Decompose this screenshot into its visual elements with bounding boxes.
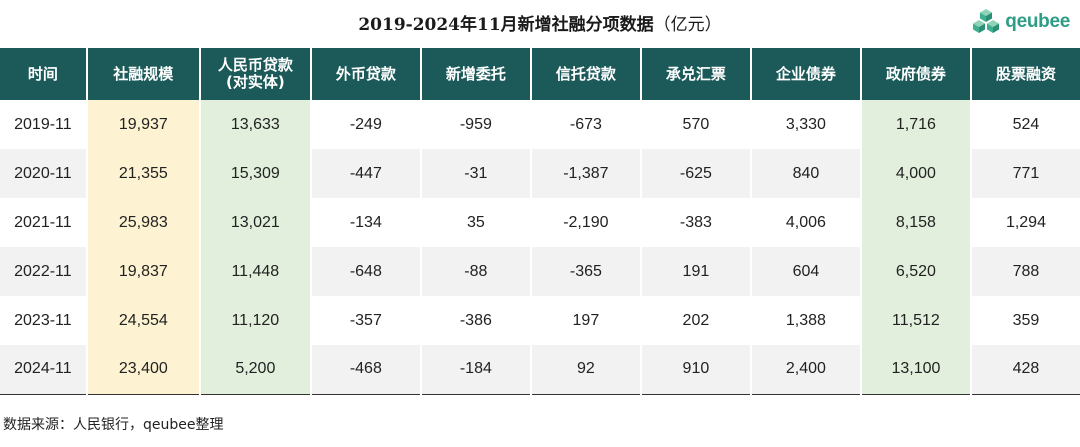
table-cell: 359: [1012, 311, 1040, 329]
table-body: 2019-11 19,937 13,633 -249 -959 -673 570 3,330 1…: [0, 100, 1080, 395]
column-header: 新增委托: [420, 48, 532, 100]
column-header: 企业债券: [750, 48, 862, 100]
table-cell: 23,400: [86, 345, 201, 395]
table-cell: -249: [310, 100, 422, 149]
table-cell: 19,837: [86, 247, 201, 296]
table-cell: 15,309: [199, 149, 312, 198]
table-cell: 771: [970, 149, 1080, 198]
table-cell: 604: [750, 247, 862, 296]
table-cell: -365: [530, 247, 642, 296]
row-period-cell: 2019-11: [0, 100, 88, 149]
table-cell: -959: [420, 100, 532, 149]
row-period-cell: 2020-11: [0, 149, 88, 198]
table-cell: 35: [420, 198, 532, 247]
column-header: 时间: [0, 48, 88, 100]
table-cell: 92: [530, 345, 642, 395]
table-cell: 19,937: [86, 100, 201, 149]
table-row: 2020-11 21,355 15,309 -447 -31 -1,387 -625 840 4…: [0, 149, 1080, 198]
source-footnote: 数据来源：人民银行，qeubee整理: [3, 417, 224, 433]
row-period-cell: 2024-11: [0, 345, 88, 395]
table-cell: 13,100: [860, 345, 972, 395]
table-cell: 11,512: [860, 296, 972, 345]
table-cell: -88: [420, 247, 532, 296]
qeubee-cube-logo-icon: [973, 9, 1000, 33]
row-period-cell: 2022-11: [0, 247, 88, 296]
table-cell: 191: [640, 247, 752, 296]
table-cell: 570: [640, 100, 752, 149]
table-cell: 197: [530, 296, 642, 345]
column-header: 承兑汇票: [640, 48, 752, 100]
table-cell: -134: [310, 198, 422, 247]
table-cell: -1,387: [530, 149, 642, 198]
table-cell: -184: [420, 345, 532, 395]
table-row: 2022-11 19,837 11,448 -648 -88 -365 191 604 6,52…: [0, 247, 1080, 296]
row-period-cell: 2023-11: [0, 296, 88, 345]
table-cell: -468: [310, 345, 422, 395]
table-cell: 4,006: [750, 198, 862, 247]
table-cell: -386: [420, 296, 532, 345]
table-cell: 840: [750, 149, 862, 198]
column-header: 社融规模: [86, 48, 201, 100]
social-financing-table: 时间 社融规模 人民币贷款 (对实体) 外币贷款 新增委托 信托贷款 承兑汇票 企业债券 政府债券…: [0, 48, 1080, 395]
table-cell: -357: [310, 296, 422, 345]
table-cell: 8,158: [860, 198, 972, 247]
table-cell: 6,520: [860, 247, 972, 296]
row-period-cell: 2021-11: [0, 198, 88, 247]
table-cell: -2,190: [530, 198, 642, 247]
column-header: 外币贷款: [310, 48, 422, 100]
table-cell: 202: [640, 296, 752, 345]
column-header: 人民币贷款 (对实体): [199, 48, 312, 100]
table-cell: -31: [420, 149, 532, 198]
chart-title-unit: （亿元）: [653, 15, 722, 35]
table-cell: 13,021: [199, 198, 312, 247]
logo-text: qeubee: [1005, 11, 1070, 32]
table-cell: 21,355: [86, 149, 201, 198]
table-cell: 11,448: [199, 247, 312, 296]
column-header: 信托贷款: [530, 48, 642, 100]
table-cell: -673: [530, 100, 642, 149]
table-cell: 1,716: [860, 100, 972, 149]
table-row: 2021-11 25,983 13,021 -134 35 -2,190 -383 4,006…: [0, 198, 1080, 247]
table-cell: 25,983: [86, 198, 201, 247]
table-cell: 2,400: [750, 345, 862, 395]
table-row: 2023-11 24,554 11,120 -357 -386 197 202 1,388 11…: [0, 296, 1080, 345]
table-cell: 11,120: [199, 296, 312, 345]
table-cell: 1,294: [1005, 213, 1046, 231]
table-cell: 524: [1012, 115, 1040, 133]
table-cell: 788: [970, 247, 1080, 296]
table-cell: -447: [310, 149, 422, 198]
table-cell: 428: [970, 345, 1080, 395]
table-cell: 13,633: [199, 100, 312, 149]
column-header: 股票融资: [970, 48, 1080, 100]
chart-title: 2019-2024年11月新增社融分项数据（亿元）: [0, 10, 1080, 35]
qeubee-logo: qeubee: [972, 8, 1070, 36]
table-row: 2019-11 19,937 13,633 -249 -959 -673 570 3,330 1…: [0, 100, 1080, 149]
chart-title-text: 2019-2024年11月新增社融分项数据: [358, 15, 654, 35]
table-row: 2024-11 23,400 5,200 -468 -184 92 910 2,400 13,1…: [0, 345, 1080, 395]
table-cell: -383: [640, 198, 752, 247]
table-cell: 24,554: [86, 296, 201, 345]
table-cell: 3,330: [750, 100, 862, 149]
table-header-row: 时间 社融规模 人民币贷款 (对实体) 外币贷款 新增委托 信托贷款 承兑汇票 企业债券 政府债券…: [0, 48, 1080, 100]
table-cell: -648: [310, 247, 422, 296]
table-cell: 5,200: [199, 345, 312, 395]
table-cell: 910: [640, 345, 752, 395]
table-cell: 1,388: [750, 296, 862, 345]
table-cell: 4,000: [860, 149, 972, 198]
column-header: 政府债券: [860, 48, 972, 100]
table-cell: -625: [640, 149, 752, 198]
